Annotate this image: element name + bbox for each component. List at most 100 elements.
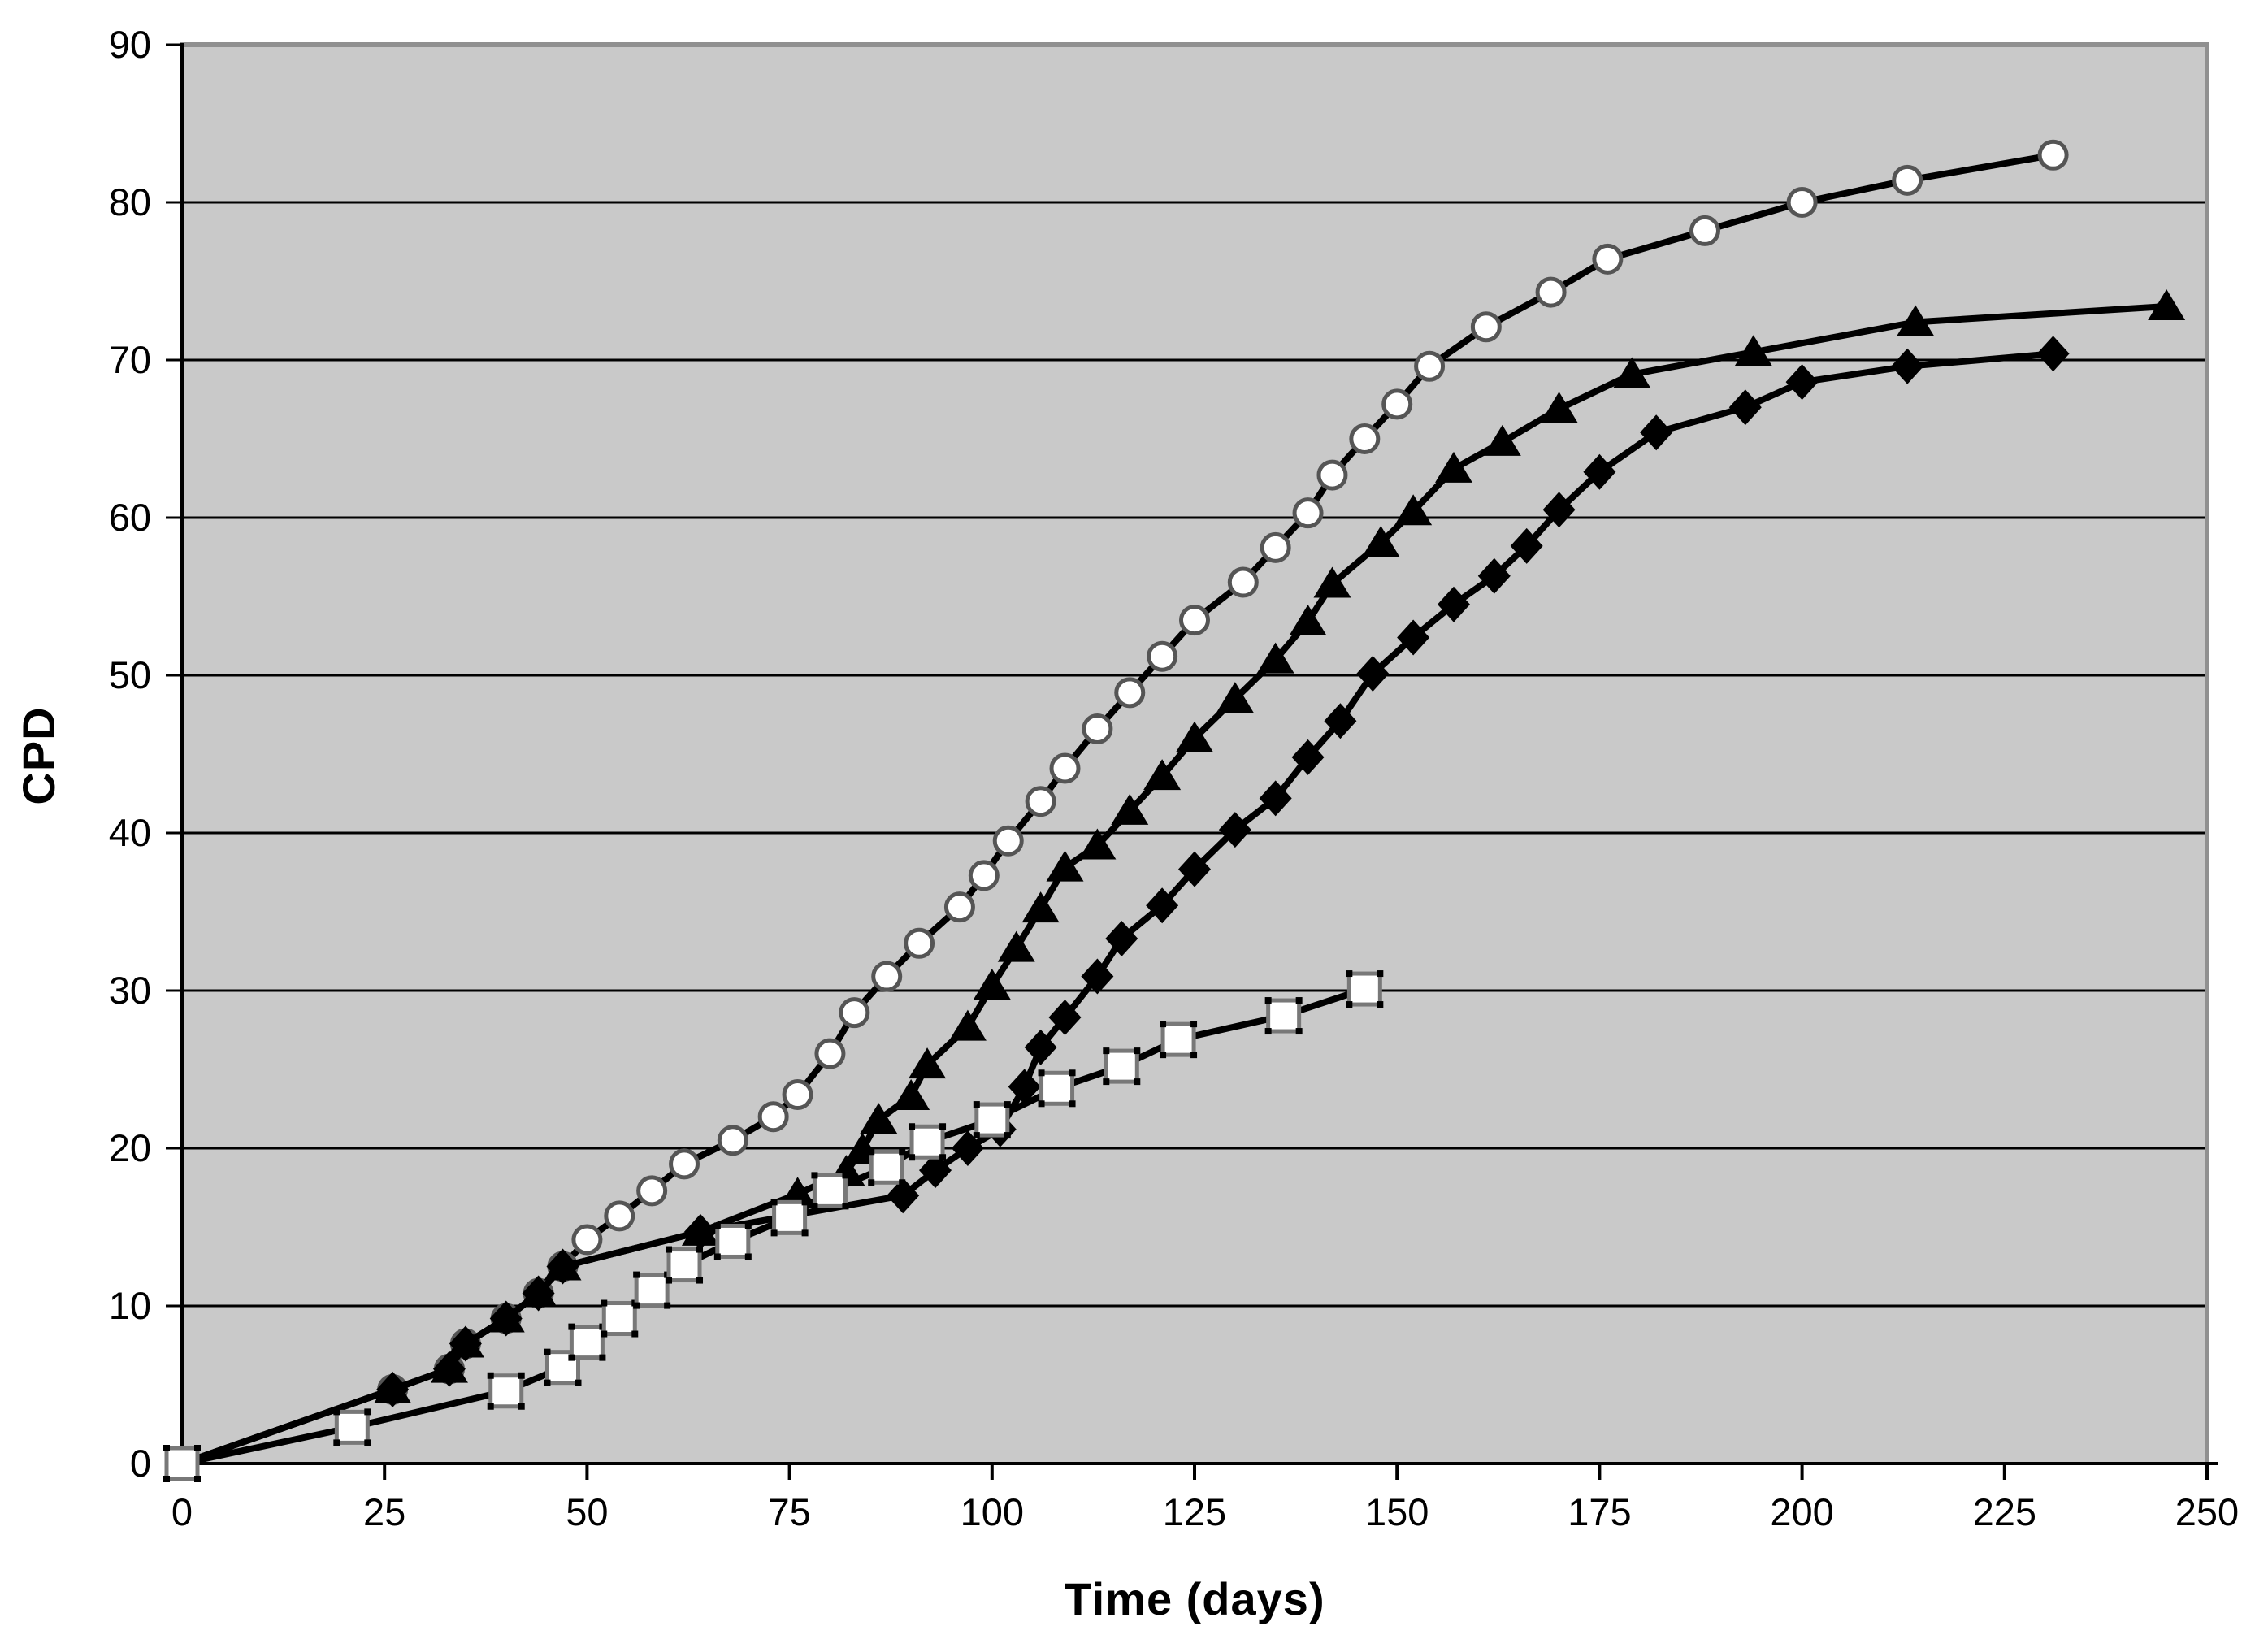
marker-open-square-corner [633,1271,640,1278]
marker-open-square-corner [568,1354,575,1361]
marker-open-square-corner [194,1445,201,1451]
marker-filled-diamond [489,1300,523,1337]
marker-open-square-corner [1377,1001,1384,1008]
marker-open-square [164,1446,200,1481]
marker-open-square-corner [518,1372,525,1379]
x-tick-label-250: 250 [2175,1490,2239,1533]
marker-filled-triangle [1143,759,1182,791]
marker-open-square-corner [801,1229,809,1237]
x-axis-title: Time (days) [1064,1573,1325,1624]
x-tick-label-175: 175 [1568,1490,1631,1533]
marker-open-circle [1025,786,1056,817]
marker-open-circle [1535,276,1567,308]
marker-open-square-corner [842,1203,849,1210]
marker-open-square-corner [518,1403,525,1410]
marker-filled-diamond [1891,348,1924,384]
marker-open-circle [636,1175,668,1207]
marker-open-circle [1381,388,1413,420]
marker-filled-triangle [1046,850,1084,882]
x-tick-label-100: 100 [961,1490,1024,1533]
marker-open-square-corner [1103,1047,1110,1055]
x-tick-label-125: 125 [1163,1490,1226,1533]
y-tick-label-70: 70 [109,338,151,381]
marker-filled-diamond [1291,739,1325,775]
marker-open-square-corner [713,1222,721,1229]
marker-open-square-corner [194,1476,201,1482]
marker-open-square-corner [601,1299,608,1307]
x-tick-label-75: 75 [768,1490,810,1533]
marker-open-circle [839,997,870,1029]
marker-open-circle [1049,752,1081,784]
marker-filled-diamond [1510,527,1543,564]
marker-open-square-corner [1295,1028,1303,1035]
marker-filled-diamond [522,1275,555,1312]
marker-filled-triangle [892,1078,930,1110]
marker-filled-diamond [1437,586,1470,622]
marker-filled-triangle [2148,289,2186,321]
marker-open-square-corner [1190,1052,1198,1059]
marker-open-square-corner [1160,1021,1167,1028]
marker-open-square [715,1223,751,1259]
marker-open-square [1346,971,1382,1007]
marker-filled-diamond [683,1213,717,1250]
y-tick-label-20: 20 [109,1126,151,1169]
x-tick-label-25: 25 [363,1490,405,1533]
marker-open-square-corner [1377,970,1384,978]
marker-filled-triangle [1434,451,1472,483]
marker-filled-triangle [1483,424,1521,456]
y-tick-label-50: 50 [109,653,151,696]
y-tick-label-30: 30 [109,969,151,1012]
marker-filled-diamond [1356,656,1390,692]
marker-open-square-corner [1134,1047,1141,1055]
marker-open-circle [717,1125,748,1156]
y-tick-label-80: 80 [109,180,151,223]
marker-filled-triangle [1362,526,1400,557]
marker-filled-diamond [1477,557,1511,594]
marker-open-circle [571,1224,603,1256]
marker-open-square-corner [1346,970,1353,978]
marker-open-circle [814,1038,846,1069]
marker-open-circle [1414,350,1446,382]
marker-filled-diamond [1397,619,1430,656]
marker-open-circle [1114,677,1146,709]
marker-open-square-corner [666,1277,673,1284]
marker-filled-triangle [948,1009,987,1041]
marker-filled-triangle [1256,642,1294,674]
marker-open-square [974,1102,1010,1138]
marker-filled-diamond [1008,1069,1041,1105]
marker-open-circle [871,961,903,992]
marker-filled-diamond [1081,958,1114,995]
marker-filled-triangle [1734,335,1772,366]
y-tick-label-0: 0 [130,1442,151,1485]
marker-open-square-corner [899,1179,906,1186]
marker-filled-diamond [951,1130,984,1166]
marker-open-square [334,1409,370,1445]
y-tick-label-90: 90 [109,23,151,66]
marker-open-circle [1082,713,1113,744]
marker-open-circle [904,927,935,959]
marker-filled-triangle [860,1103,898,1134]
marker-open-square-corner [909,1123,916,1130]
marker-open-square-corner [1038,1100,1045,1108]
marker-open-circle [1349,423,1381,454]
marker-filled-diamond [1324,703,1357,739]
marker-filled-diamond [1259,780,1292,817]
marker-filled-triangle [1078,828,1117,860]
marker-open-square-corner [696,1246,704,1253]
marker-open-circle [1260,531,1291,563]
marker-filled-triangle [1394,494,1433,526]
marker-open-square-corner [666,1246,673,1253]
marker-open-circle [1470,311,1502,343]
marker-open-square-corner [801,1199,809,1206]
marker-open-square-corner [842,1172,849,1179]
marker-open-circle [1892,164,1923,196]
marker-open-square-corner [599,1354,606,1361]
marker-open-square-corner [631,1330,639,1338]
marker-open-square [666,1247,702,1283]
marker-open-square [909,1124,945,1160]
marker-filled-diamond [1640,414,1673,451]
marker-open-square-corner [1069,1100,1076,1108]
marker-open-circle [1179,605,1210,636]
marker-open-square-corner [939,1123,947,1130]
marker-open-square-corner [633,1302,640,1309]
